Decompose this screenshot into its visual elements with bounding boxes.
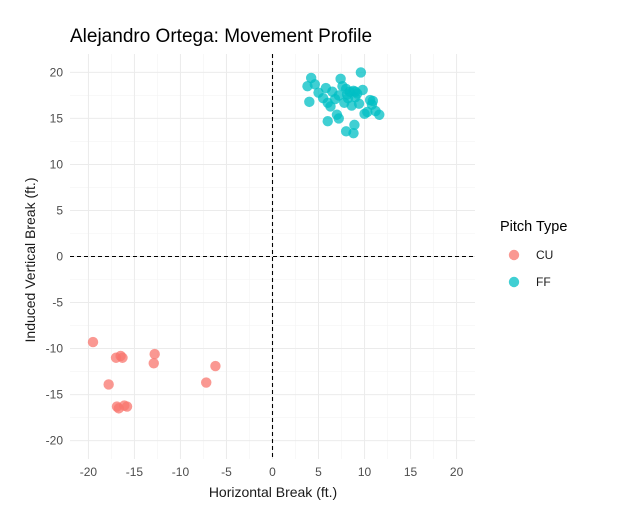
- x-tick-label: 15: [404, 465, 418, 479]
- x-tick-label: 5: [315, 465, 322, 479]
- point-cu: [117, 352, 128, 363]
- x-tick-label: -15: [126, 465, 144, 479]
- point-ff: [374, 109, 385, 120]
- y-tick-label: 0: [56, 250, 63, 264]
- chart-title: Alejandro Ortega: Movement Profile: [70, 26, 372, 47]
- tick-labels: -20 -15 -10 -5 0 5 10 15 20 -20 -15 -10 -5 0 5 10 15 20: [46, 65, 464, 479]
- legend-key-ff: [508, 276, 520, 288]
- legend-label-ff: FF: [536, 275, 551, 289]
- y-tick-label: 20: [50, 65, 64, 79]
- point-cu: [148, 358, 159, 369]
- legend-items: CU FF: [508, 248, 553, 289]
- point-ff: [350, 86, 361, 97]
- y-tick-label: -20: [46, 434, 64, 448]
- y-tick-label: -15: [46, 388, 64, 402]
- point-ff: [333, 113, 344, 124]
- point-ff: [349, 119, 360, 131]
- point-ff: [309, 79, 321, 90]
- legend-key-cu: [508, 249, 520, 261]
- point-ff: [353, 98, 365, 109]
- point-ff: [367, 95, 379, 107]
- data-points: [87, 67, 385, 414]
- point-ff: [333, 90, 344, 101]
- y-axis-title: Induced Vertical Break (ft.): [22, 178, 38, 343]
- point-ff: [341, 89, 353, 100]
- x-tick-label: -5: [221, 465, 232, 479]
- legend-title: Pitch Type: [500, 219, 567, 235]
- point-cu: [201, 377, 212, 388]
- point-cu: [149, 348, 160, 360]
- y-tick-label: -10: [46, 342, 64, 356]
- point-cu: [87, 336, 99, 348]
- x-tick-label: 20: [450, 465, 464, 479]
- point-ff: [348, 127, 359, 139]
- point-ff: [322, 115, 333, 127]
- y-tick-label: 15: [50, 111, 64, 125]
- point-cu: [103, 379, 114, 390]
- x-tick-label: -20: [80, 465, 98, 479]
- point-cu: [210, 360, 221, 372]
- x-tick-label: -10: [172, 465, 190, 479]
- legend-label-cu: CU: [536, 248, 553, 262]
- y-tick-label: 10: [50, 157, 64, 171]
- y-tick-label: -5: [52, 296, 63, 310]
- y-tick-label: 5: [56, 203, 63, 217]
- point-ff: [355, 67, 367, 78]
- x-tick-label: 10: [358, 465, 372, 479]
- x-tick-label: 0: [269, 465, 276, 479]
- point-ff: [304, 96, 315, 108]
- point-cu: [121, 401, 133, 412]
- x-axis-title: Horizontal Break (ft.): [209, 484, 337, 500]
- reference-lines: [70, 54, 475, 459]
- legend: Pitch Type CU FF: [500, 219, 567, 289]
